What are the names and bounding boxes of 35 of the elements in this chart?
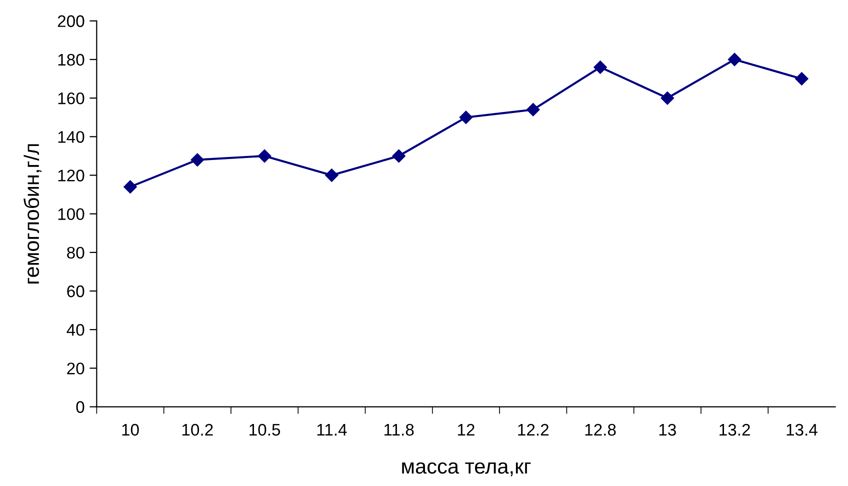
x-tick-label: 13.4 xyxy=(786,424,818,436)
x-tick-label: 12.2 xyxy=(518,424,549,436)
x-tick-label: 13.2 xyxy=(720,424,750,436)
point xyxy=(594,60,607,74)
point xyxy=(392,149,406,163)
x-tick-label: 11.4 xyxy=(317,424,347,436)
y-tick-label: 60 xyxy=(67,285,84,298)
point xyxy=(459,110,473,124)
point xyxy=(258,149,272,163)
x-tick-label: 11.8 xyxy=(384,424,414,436)
y-tick-label: 120 xyxy=(58,170,84,182)
y-tick-label: 0 xyxy=(76,401,84,413)
y-tick-label: 40 xyxy=(66,324,84,336)
x-tick-label: 12 xyxy=(458,424,474,436)
y-tick-label: 80 xyxy=(67,246,84,259)
x-axis-title: масса тела,кг xyxy=(402,462,531,476)
point xyxy=(660,91,674,105)
point xyxy=(728,52,742,66)
y-tick-label: 180 xyxy=(58,54,84,66)
point xyxy=(124,180,137,194)
point xyxy=(190,153,204,166)
y-axis-title: гемоглобин,г/л xyxy=(24,144,42,284)
y-tick-label: 140 xyxy=(58,131,84,143)
x-tick-label: 10.5 xyxy=(250,424,280,436)
x-tick-label: 10 xyxy=(122,424,139,436)
x-tick-label: 13 xyxy=(659,424,676,436)
point xyxy=(526,103,540,116)
x-tick-label: 12.8 xyxy=(585,424,616,436)
y-tick-label: 200 xyxy=(58,15,84,28)
y-tick-label: 100 xyxy=(58,208,84,220)
point xyxy=(325,168,338,182)
y-tick-label: 160 xyxy=(58,92,84,104)
x-tick-label: 10.2 xyxy=(182,424,213,436)
point xyxy=(795,72,808,86)
y-tick-label: 20 xyxy=(67,362,84,374)
